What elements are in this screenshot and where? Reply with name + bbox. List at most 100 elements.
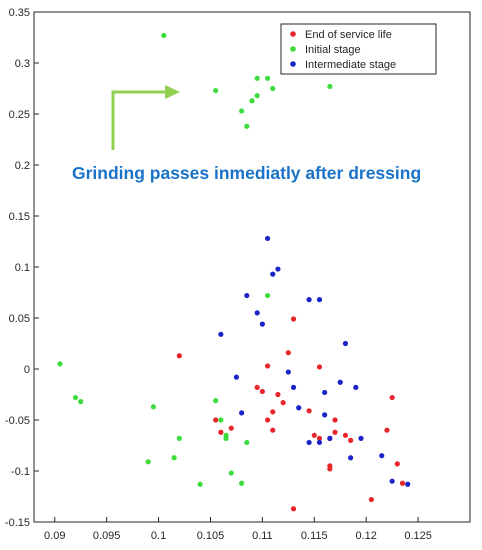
point-end-of-service-life [342, 432, 349, 438]
point-intermediate-stage [259, 321, 265, 327]
y-tick-label: -0.1 [11, 466, 30, 478]
point-end-of-service-life [290, 316, 297, 322]
point-intermediate-stage [264, 235, 271, 242]
point-end-of-service-life [394, 461, 400, 467]
point-initial-stage [327, 83, 333, 90]
point-intermediate-stage [348, 455, 354, 461]
point-end-of-service-life [389, 394, 395, 401]
x-tick-label: 0.1 [151, 530, 166, 542]
point-end-of-service-life [264, 363, 271, 369]
point-end-of-service-life [213, 417, 219, 423]
y-tick-label: 0.35 [9, 7, 30, 19]
point-initial-stage [264, 292, 271, 299]
point-initial-stage [244, 439, 250, 446]
y-tick-label: 0.2 [15, 160, 30, 172]
point-end-of-service-life [270, 427, 276, 433]
point-intermediate-stage [337, 379, 343, 385]
annotation-text: Grinding passes inmediatly after dressin… [72, 163, 421, 183]
plot-area [33, 11, 471, 523]
point-intermediate-stage [296, 405, 302, 411]
data-points [57, 32, 411, 512]
point-initial-stage [72, 394, 79, 401]
point-end-of-service-life [254, 384, 260, 390]
point-end-of-service-life [218, 429, 224, 435]
point-initial-stage [254, 75, 260, 81]
legend-marker-initial-stage [290, 46, 296, 52]
point-end-of-service-life [280, 400, 286, 406]
point-initial-stage [223, 435, 229, 441]
point-initial-stage [78, 399, 84, 405]
y-tick-label: 0.05 [9, 313, 30, 325]
point-intermediate-stage [327, 435, 333, 441]
point-intermediate-stage [290, 384, 297, 390]
point-initial-stage [249, 98, 255, 104]
point-intermediate-stage [218, 331, 224, 337]
point-intermediate-stage [306, 439, 312, 446]
x-tick-label: 0.115 [301, 530, 328, 542]
point-intermediate-stage [322, 389, 328, 396]
point-intermediate-stage [405, 481, 411, 487]
point-end-of-service-life [316, 364, 323, 370]
point-intermediate-stage [233, 374, 240, 380]
point-intermediate-stage [389, 478, 395, 484]
point-intermediate-stage [306, 297, 312, 303]
point-intermediate-stage [244, 292, 250, 299]
axis-ticks: 0.09 0.095 0.1 0.105 0.11 0.115 0.12 0.125 -0.15… [5, 7, 432, 542]
x-tick-label: 0.11 [252, 530, 273, 542]
y-tick-label: -0.15 [5, 517, 30, 529]
point-initial-stage [239, 480, 245, 486]
point-intermediate-stage [342, 340, 349, 347]
annotation-arrow-shaft [111, 90, 168, 150]
point-end-of-service-life [290, 506, 297, 512]
point-initial-stage [57, 361, 63, 367]
y-tick-label: 0.15 [9, 211, 30, 223]
point-end-of-service-life [176, 353, 182, 359]
point-intermediate-stage [316, 297, 323, 303]
point-end-of-service-life [327, 466, 333, 472]
point-end-of-service-life [332, 429, 338, 435]
point-end-of-service-life [348, 437, 354, 443]
point-initial-stage [239, 108, 245, 114]
legend-label-initial-stage: Initial stage [305, 44, 361, 56]
point-end-of-service-life [384, 427, 390, 433]
x-tick-label: 0.095 [93, 530, 121, 542]
point-intermediate-stage [316, 439, 323, 446]
point-end-of-service-life [399, 480, 406, 486]
point-initial-stage [150, 404, 156, 410]
point-end-of-service-life [368, 496, 374, 503]
point-end-of-service-life [316, 435, 323, 441]
point-initial-stage [264, 75, 271, 81]
legend-label-end-of-service-life: End of service life [305, 29, 392, 41]
y-tick-label: -0.05 [5, 415, 30, 427]
x-tick-label: 0.105 [197, 530, 225, 542]
point-end-of-service-life [259, 388, 265, 395]
y-tick-label: 0 [24, 364, 30, 376]
point-initial-stage [213, 398, 219, 404]
annotation: Grinding passes inmediatly after dressin… [72, 85, 421, 183]
point-intermediate-stage [353, 384, 359, 390]
point-intermediate-stage [254, 310, 260, 316]
point-intermediate-stage [275, 266, 281, 272]
legend-marker-intermediate-stage [290, 61, 296, 67]
point-initial-stage [218, 417, 224, 423]
point-initial-stage [145, 459, 151, 465]
legend-box [280, 23, 437, 75]
point-initial-stage [176, 435, 182, 441]
point-initial-stage [161, 32, 167, 39]
point-initial-stage [171, 455, 177, 461]
point-initial-stage [228, 470, 234, 476]
point-initial-stage [213, 87, 219, 94]
point-initial-stage [270, 85, 276, 92]
point-intermediate-stage [270, 271, 276, 277]
point-end-of-service-life [306, 408, 312, 414]
legend-marker-end-of-service-life [290, 31, 296, 37]
y-tick-label: 0.25 [9, 109, 30, 121]
x-tick-label: 0.12 [355, 530, 376, 542]
x-tick-label: 0.125 [404, 530, 432, 542]
y-tick-label: 0.3 [15, 58, 30, 70]
point-initial-stage [244, 123, 250, 129]
point-end-of-service-life [264, 417, 271, 423]
y-tick-label: 0.1 [15, 262, 30, 274]
point-intermediate-stage [379, 453, 385, 459]
